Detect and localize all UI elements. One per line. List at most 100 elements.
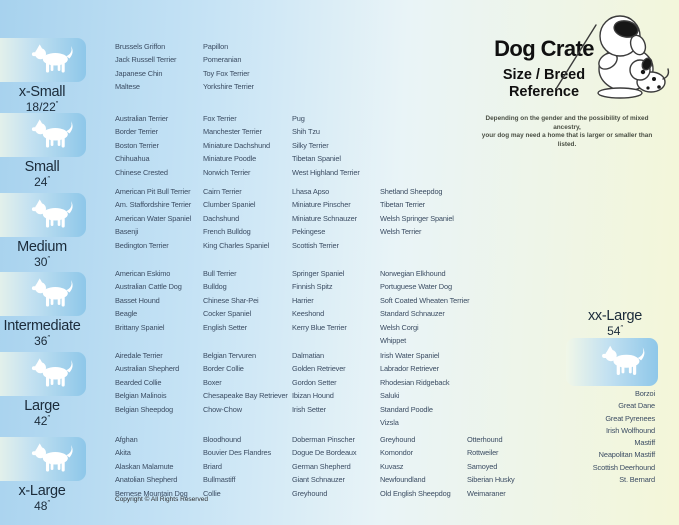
- breed-item: Shih Tzu: [292, 127, 320, 137]
- breed-column: Dalmatian Golden Retriever Gordon Setter Ib…: [292, 349, 346, 416]
- size-tile: [0, 272, 86, 316]
- breed-item: Belgian Malinois: [115, 391, 167, 401]
- copyright-text: Copyright © All Rights Reserved: [115, 496, 208, 503]
- breed-column: Bloodhound Bouvier Des Flandres Briard Bull…: [203, 433, 271, 500]
- title-block: Dog Crate Size / Breed Reference: [468, 36, 620, 101]
- breed-item: Keeshond: [292, 309, 325, 319]
- breed-item: Chinese Crested: [115, 167, 168, 177]
- breed-column: American Eskimo Australian Cattle Dog Bass…: [115, 267, 182, 334]
- breed-item: Basenji: [115, 227, 139, 237]
- breed-item: Border Collie: [203, 364, 244, 374]
- breed-item: American Water Spaniel: [115, 213, 192, 223]
- breed-item: Norwich Terrier: [203, 167, 251, 177]
- breed-item: Great Dane: [618, 401, 655, 411]
- page-subtitle: Size / Breed Reference: [468, 67, 620, 101]
- breed-item: Ibizan Hound: [292, 391, 334, 401]
- breed-item: Portuguese Water Dog: [380, 282, 452, 292]
- breed-column: Australian Terrier Border Terrier Boston T…: [115, 112, 168, 179]
- breed-item: Australian Cattle Dog: [115, 282, 182, 292]
- breed-item: Great Pyrenees: [605, 413, 655, 423]
- breed-item: Greyhound: [292, 488, 328, 498]
- breed-column: Greyhound Komondor Kuvasz Newfoundland Old E…: [380, 433, 451, 500]
- terrier-silhouette-icon: [31, 119, 73, 148]
- breed-item: Springer Spaniel: [292, 269, 345, 278]
- breed-item: Maltese: [115, 82, 140, 92]
- size-tile: [0, 113, 86, 157]
- breed-item: Belgian Sheepdog: [115, 404, 174, 414]
- breed-item: Bouvier Des Flandres: [203, 448, 272, 458]
- breed-item: St. Bernard: [619, 475, 655, 485]
- breed-item: Greyhound: [380, 435, 416, 444]
- size-label-xx-large: xx-Large 54″: [565, 308, 665, 338]
- breed-item: Chesapeake Bay Retriever: [203, 391, 288, 401]
- size-label: x-Large 48″: [0, 483, 90, 513]
- size-tile-xx-large: [566, 338, 658, 386]
- breed-item: Samoyed: [467, 461, 498, 471]
- breed-item: Scottish Terrier: [292, 240, 339, 250]
- breed-item: Yorkshire Terrier: [203, 82, 254, 92]
- breed-item: Giant Schnauzer: [292, 475, 345, 485]
- size-name: x-Large: [18, 483, 66, 499]
- breed-column: American Pit Bull Terrier Am. Staffordshi…: [115, 185, 191, 252]
- breed-item: Miniature Schnauzer: [292, 213, 357, 223]
- breed-item: Belgian Tervuren: [203, 351, 256, 360]
- breed-column: Springer Spaniel Finnish Spitz Harrier Kees…: [292, 267, 347, 334]
- retriever-silhouette-icon: [31, 358, 73, 387]
- breed-item: Boston Terrier: [115, 140, 159, 150]
- breed-item: Labrador Retriever: [380, 364, 439, 374]
- breed-item: Dogue De Bordeaux: [292, 448, 357, 458]
- breed-item: Chihuahua: [115, 154, 150, 164]
- breed-column: Belgian Tervuren Border Collie Boxer Chesap…: [203, 349, 288, 416]
- breed-item: Silky Terrier: [292, 140, 329, 150]
- breed-item: Bloodhound: [203, 435, 241, 444]
- size-name: Medium: [17, 239, 67, 255]
- breed-item: Scottish Deerhound: [592, 462, 655, 472]
- breed-item: Dalmatian: [292, 351, 324, 360]
- breed-item: Miniature Poodle: [203, 154, 257, 164]
- breed-item: Pomeranian: [203, 55, 242, 65]
- breed-column: Doberman Pinscher Dogue De Bordeaux German…: [292, 433, 357, 500]
- breed-item: Miniature Dachshund: [203, 140, 270, 150]
- breed-column: Afghan Akita Alaskan Malamute Anatolian She…: [115, 433, 188, 500]
- breed-item: Afghan: [115, 435, 138, 444]
- breed-item: Brittany Spaniel: [115, 322, 165, 332]
- great-dane-silhouette-icon: [602, 345, 645, 375]
- breed-item: Gordon Setter: [292, 377, 337, 387]
- page-title: Dog Crate: [494, 36, 594, 61]
- breed-column: Pug Shih Tzu Silky Terrier Tibetan Spaniel W…: [292, 112, 360, 179]
- breed-column: Shetland Sheepdog Tibetan Terrier Welsh Sp…: [380, 185, 454, 239]
- breed-column: Otterhound Rottweiler Samoyed Siberian Husk…: [467, 433, 515, 500]
- breed-item: Old English Sheepdog: [380, 488, 451, 498]
- breed-item: Anatolian Shepherd: [115, 475, 178, 485]
- breed-item: Welsh Corgi: [380, 322, 419, 332]
- breed-item: Chinese Shar-Pei: [203, 295, 259, 305]
- breed-item: King Charles Spaniel: [203, 240, 270, 250]
- breed-item: Basset Hound: [115, 295, 160, 305]
- breed-item: Bernese Mountain Dog: [115, 488, 188, 498]
- breed-column: Cairn Terrier Clumber Spaniel Dachshund Fre…: [203, 185, 269, 252]
- breed-item: Neapolitan Mastiff: [598, 450, 655, 460]
- breed-item: Papillon: [203, 42, 229, 51]
- breed-item: Irish Setter: [292, 404, 326, 414]
- breed-item: Komondor: [380, 448, 413, 458]
- breed-item: Kerry Blue Terrier: [292, 322, 347, 332]
- spaniel-silhouette-icon: [31, 278, 73, 307]
- breed-item: Australian Terrier: [115, 114, 169, 123]
- breed-item: Bearded Collie: [115, 377, 162, 387]
- size-dimension: 36″: [34, 334, 50, 348]
- size-label: x-Small 18/22″: [0, 84, 90, 114]
- breed-item: Brussels Griffon: [115, 42, 166, 51]
- subtitle-line-2: Reference: [508, 84, 580, 100]
- breed-item: Whippet: [380, 336, 407, 346]
- breed-item: Toy Fox Terrier: [203, 68, 250, 78]
- papillon-silhouette-icon: [31, 44, 73, 73]
- size-name: x-Small: [18, 84, 66, 100]
- disclaimer-text: Depending on the gender and the possibil…: [478, 115, 656, 149]
- breed-item: Pekingese: [292, 227, 326, 237]
- breed-item: West Highland Terrier: [292, 167, 360, 177]
- breed-item: Pug: [292, 114, 305, 123]
- size-name: Intermediate: [3, 318, 81, 334]
- breed-item: Shetland Sheepdog: [380, 187, 443, 196]
- sheepdog-mascot-illustration: [555, 15, 670, 99]
- breed-item: Tibetan Terrier: [380, 200, 425, 210]
